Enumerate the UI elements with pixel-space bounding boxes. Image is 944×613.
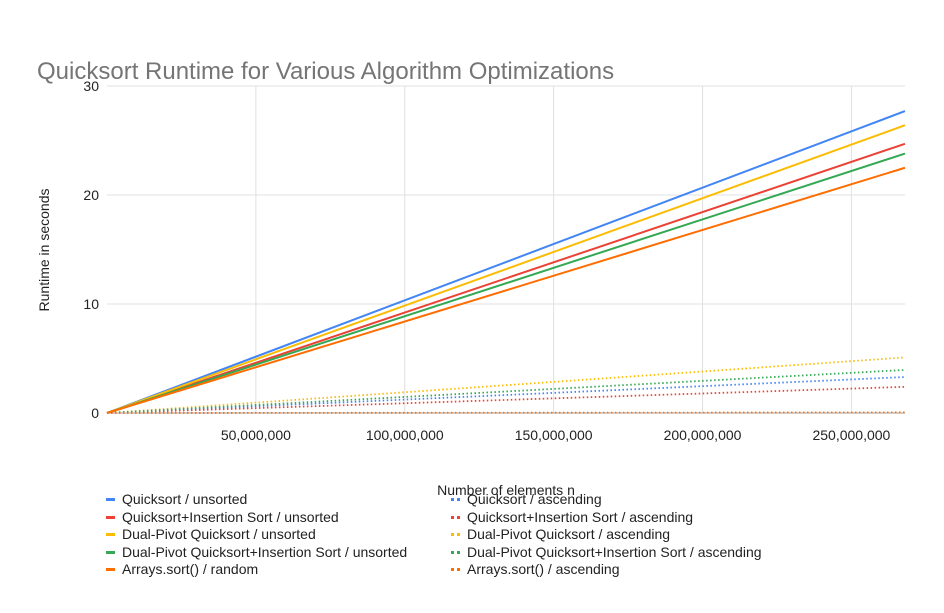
- series-line: [106, 376, 906, 414]
- legend-item[interactable]: Dual-Pivot Quicksort+Insertion Sort / as…: [451, 544, 762, 562]
- legend-item[interactable]: Dual-Pivot Quicksort / ascending: [451, 526, 762, 544]
- series-line: [106, 385, 906, 414]
- legend-label: Quicksort+Insertion Sort / ascending: [467, 508, 694, 525]
- legend-label: Arrays.sort() / ascending: [467, 561, 620, 577]
- legend-swatch-icon: [106, 550, 115, 554]
- series-line: [106, 142, 906, 414]
- x-axis-title: Number of elements n: [437, 482, 575, 498]
- y-tick-label: 30: [83, 78, 99, 94]
- legend-swatch-icon: [451, 498, 460, 502]
- series-line: [106, 411, 906, 414]
- series-line: [106, 356, 906, 414]
- legend-column-right: Quicksort / ascending Quicksort+Insertion…: [451, 491, 762, 579]
- legend-column-left: Quicksort / unsorted Quicksort+Insertion …: [106, 491, 407, 579]
- x-tick-label: 150,000,000: [515, 427, 593, 443]
- legend-item[interactable]: Quicksort / unsorted: [106, 491, 407, 509]
- legend-swatch-icon: [106, 533, 115, 537]
- legend-label: Dual-Pivot Quicksort+Insertion Sort / as…: [467, 543, 762, 560]
- x-tick-label: 250,000,000: [812, 427, 890, 443]
- legend-item[interactable]: Arrays.sort() / random: [106, 561, 407, 579]
- legend-swatch-icon: [106, 498, 115, 502]
- legend-label: Arrays.sort() / random: [122, 561, 259, 577]
- series-line: [106, 110, 906, 414]
- chart-title: Quicksort Runtime for Various Algorithm …: [37, 58, 615, 85]
- legend-swatch-icon: [451, 533, 460, 537]
- series-line: [106, 124, 906, 414]
- series-line: [106, 369, 906, 414]
- series-line: [106, 152, 906, 414]
- legend-swatch-icon: [106, 568, 115, 572]
- legend-item[interactable]: Dual-Pivot Quicksort+Insertion Sort / un…: [106, 544, 407, 562]
- y-tick-label: 10: [83, 296, 99, 312]
- legend-label: Quicksort / unsorted: [122, 491, 248, 507]
- x-tick-label: 50,000,000: [221, 427, 291, 443]
- legend-swatch-icon: [106, 515, 115, 519]
- legend-item[interactable]: Dual-Pivot Quicksort / unsorted: [106, 526, 407, 544]
- x-tick-label: 200,000,000: [664, 427, 742, 443]
- legend-item[interactable]: Quicksort+Insertion Sort / ascending: [451, 509, 762, 527]
- legend-item[interactable]: Quicksort / ascending: [451, 491, 762, 509]
- legend-swatch-icon: [451, 568, 460, 572]
- legend-label: Quicksort / ascending: [467, 491, 602, 507]
- x-tick-label: 100,000,000: [366, 427, 444, 443]
- series-line: [106, 166, 906, 414]
- legend-label: Dual-Pivot Quicksort / ascending: [467, 526, 671, 542]
- legend-item[interactable]: Arrays.sort() / ascending: [451, 561, 762, 579]
- legend-swatch-icon: [451, 550, 460, 554]
- legend-swatch-icon: [451, 515, 460, 519]
- legend-label: Dual-Pivot Quicksort+Insertion Sort / un…: [122, 543, 408, 560]
- y-tick-label: 0: [91, 405, 99, 421]
- legend-item[interactable]: Quicksort+Insertion Sort / unsorted: [106, 509, 407, 527]
- legend-label: Quicksort+Insertion Sort / unsorted: [122, 508, 339, 525]
- legend-label: Dual-Pivot Quicksort / unsorted: [122, 526, 316, 542]
- y-tick-label: 20: [83, 187, 99, 203]
- y-axis-title: Runtime in seconds: [36, 189, 52, 312]
